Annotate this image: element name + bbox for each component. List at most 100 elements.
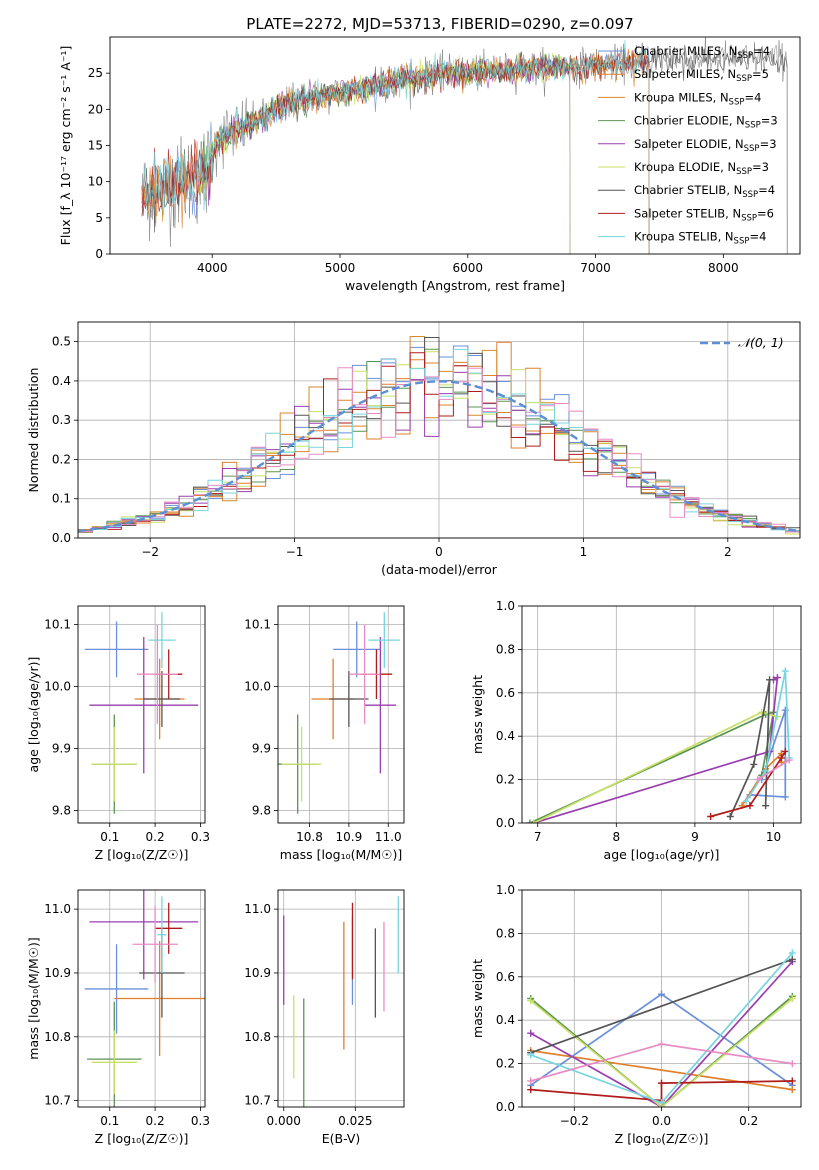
mass-vs-metallicity-panel: 0.1 0.2 0.3 10.7 10.8 10.9 11.0 Z [log₁₀(Z/Z☉)]…	[26, 889, 210, 1146]
legend-entry: Chabrier STELIB, NSSP=4	[634, 183, 775, 200]
errorbar-point	[91, 1030, 137, 1095]
y-tick-label: 25	[88, 66, 103, 80]
weight-vs-age-panel: 7 8 9 10 0.0 0.2 0.4 0.6 0.8 1.0 age [log₁₀(age/yr…	[470, 599, 802, 862]
x-axis-label: age [log₁₀(age/yr)]	[604, 847, 720, 862]
plot-area	[78, 890, 205, 1107]
legend-subscript: SSP	[729, 97, 745, 107]
x-tick-label: 0.2	[739, 1114, 758, 1128]
y-tick-label: 0.8	[496, 642, 515, 656]
legend-entry: Salpeter STELIB, NSSP=6	[634, 206, 774, 223]
weight-series-line	[533, 711, 778, 823]
weight-marker	[726, 812, 734, 820]
y-tick-label: 0.0	[496, 1100, 515, 1114]
weight-marker	[526, 819, 534, 823]
legend-count: =4	[753, 44, 770, 58]
y-axis-label: Flux [f_λ 10⁻¹⁷ erg cm⁻² s⁻¹ A⁻¹]	[58, 46, 73, 246]
y-tick-label: 10.1	[44, 618, 71, 632]
age-vs-metallicity-panel: 0.1 0.2 0.3 9.8 9.9 10.0 10.1 Z [log₁₀(Z/Z☉)] ag…	[26, 605, 210, 862]
legend-entry: Kroupa MILES, NSSP=4	[634, 90, 761, 107]
errorbar-point	[329, 671, 369, 727]
plot-area	[522, 606, 801, 823]
y-tick-label: 10.0	[244, 680, 271, 694]
age-vs-mass-panel: 10.8 10.9 11.0 9.8 9.9 10.0 10.1 mass [log₁₀(M/…	[244, 605, 405, 862]
y-tick-label: 9.8	[52, 804, 71, 818]
legend-count: =3	[752, 160, 769, 174]
axes-frame	[277, 605, 405, 824]
axes-frame	[521, 605, 802, 824]
weight-marker	[527, 1077, 535, 1085]
weight-marker	[742, 797, 750, 805]
y-tick-label: 1.0	[496, 599, 515, 613]
legend-count: =4	[758, 183, 775, 197]
mass-vs-extinction-panel: 0.000 0.025 10.7 10.8 10.9 11.0 E(B-V)	[244, 889, 405, 1146]
weight-marker	[781, 793, 789, 801]
weight-marker	[750, 760, 758, 768]
weight-marker	[707, 812, 715, 820]
y-tick-label: 20	[88, 102, 103, 116]
weight-series-line	[729, 679, 771, 817]
errorbar-point	[84, 621, 149, 678]
x-tick-label: 0	[435, 545, 443, 559]
y-tick-label: 0.4	[496, 1013, 515, 1027]
y-tick-label: 0.4	[496, 729, 515, 743]
weight-marker	[788, 1086, 796, 1094]
y-tick-label: 9.8	[252, 804, 271, 818]
x-tick-label: 0.025	[338, 1114, 372, 1128]
weight-marker	[658, 990, 665, 998]
x-tick-label: 10	[766, 830, 781, 844]
weight-series-line	[530, 995, 793, 1107]
y-tick-label: 0.3	[52, 413, 71, 427]
weight-series-line	[530, 997, 793, 1107]
y-tick-label: 10.9	[44, 966, 71, 980]
legend-count: =5	[752, 67, 769, 81]
x-tick-label: 9	[691, 830, 699, 844]
y-tick-label: 10.8	[244, 1030, 271, 1044]
weight-marker	[762, 802, 770, 810]
legend-subscript: SSP	[742, 190, 758, 200]
errorbar-point	[143, 671, 181, 727]
residuals-panel: −2 −1 0 1 2 0.0 0.1 0.2 0.3 0.4 0.5 (data-model)/er…	[26, 321, 801, 577]
weight-marker	[527, 997, 535, 1005]
errorbar-point	[333, 621, 381, 678]
y-tick-label: 0.8	[496, 926, 515, 940]
axes-frame	[521, 889, 802, 1108]
x-tick-label: −0.2	[560, 1114, 589, 1128]
weight-marker	[658, 1040, 665, 1048]
x-tick-label: 10.9	[336, 830, 363, 844]
axes-frame	[109, 36, 801, 255]
weight-marker	[781, 667, 789, 675]
weight-marker	[746, 802, 754, 810]
y-tick-label: 0.0	[52, 531, 71, 545]
x-axis-label: Z [log₁₀(Z/Z☉)]	[615, 1131, 709, 1146]
errorbar-point	[368, 612, 401, 668]
y-tick-label: 0.4	[52, 374, 71, 388]
x-tick-label: 10.8	[296, 830, 323, 844]
x-tick-label: 6000	[453, 261, 484, 275]
x-axis-label: wavelength [Angstrom, rest frame]	[345, 278, 565, 293]
y-axis-label: mass [log₁₀(M/M☉)]	[26, 937, 41, 1059]
plot-area	[278, 890, 404, 1107]
plot-area	[522, 890, 801, 1107]
legend-entry: Salpeter MILES, NSSP=5	[634, 67, 769, 84]
legend-entry: Chabrier ELODIE, NSSP=3	[634, 114, 778, 131]
errorbar-point	[364, 637, 397, 774]
legend-subscript: SSP	[736, 167, 752, 177]
x-axis-label: Z [log₁₀(Z/Z☉)]	[95, 847, 189, 862]
errorbar-point	[348, 624, 381, 724]
x-tick-label: 7	[534, 830, 542, 844]
y-tick-label: 0.2	[496, 773, 515, 787]
errorbar-point	[89, 890, 199, 980]
x-tick-label: 8	[612, 830, 620, 844]
legend-count: =3	[761, 114, 778, 128]
errorbar-point	[155, 902, 183, 954]
errorbar-point	[89, 637, 199, 774]
legend-subscript: SSP	[745, 121, 761, 131]
weight-marker	[527, 1051, 535, 1059]
y-tick-label: 10.1	[244, 618, 271, 632]
y-tick-label: 0.6	[496, 970, 515, 984]
y-tick-label: 10.8	[44, 1030, 71, 1044]
x-tick-label: 0.2	[146, 830, 165, 844]
weight-series-line	[757, 759, 790, 781]
weight-marker	[788, 1060, 796, 1068]
